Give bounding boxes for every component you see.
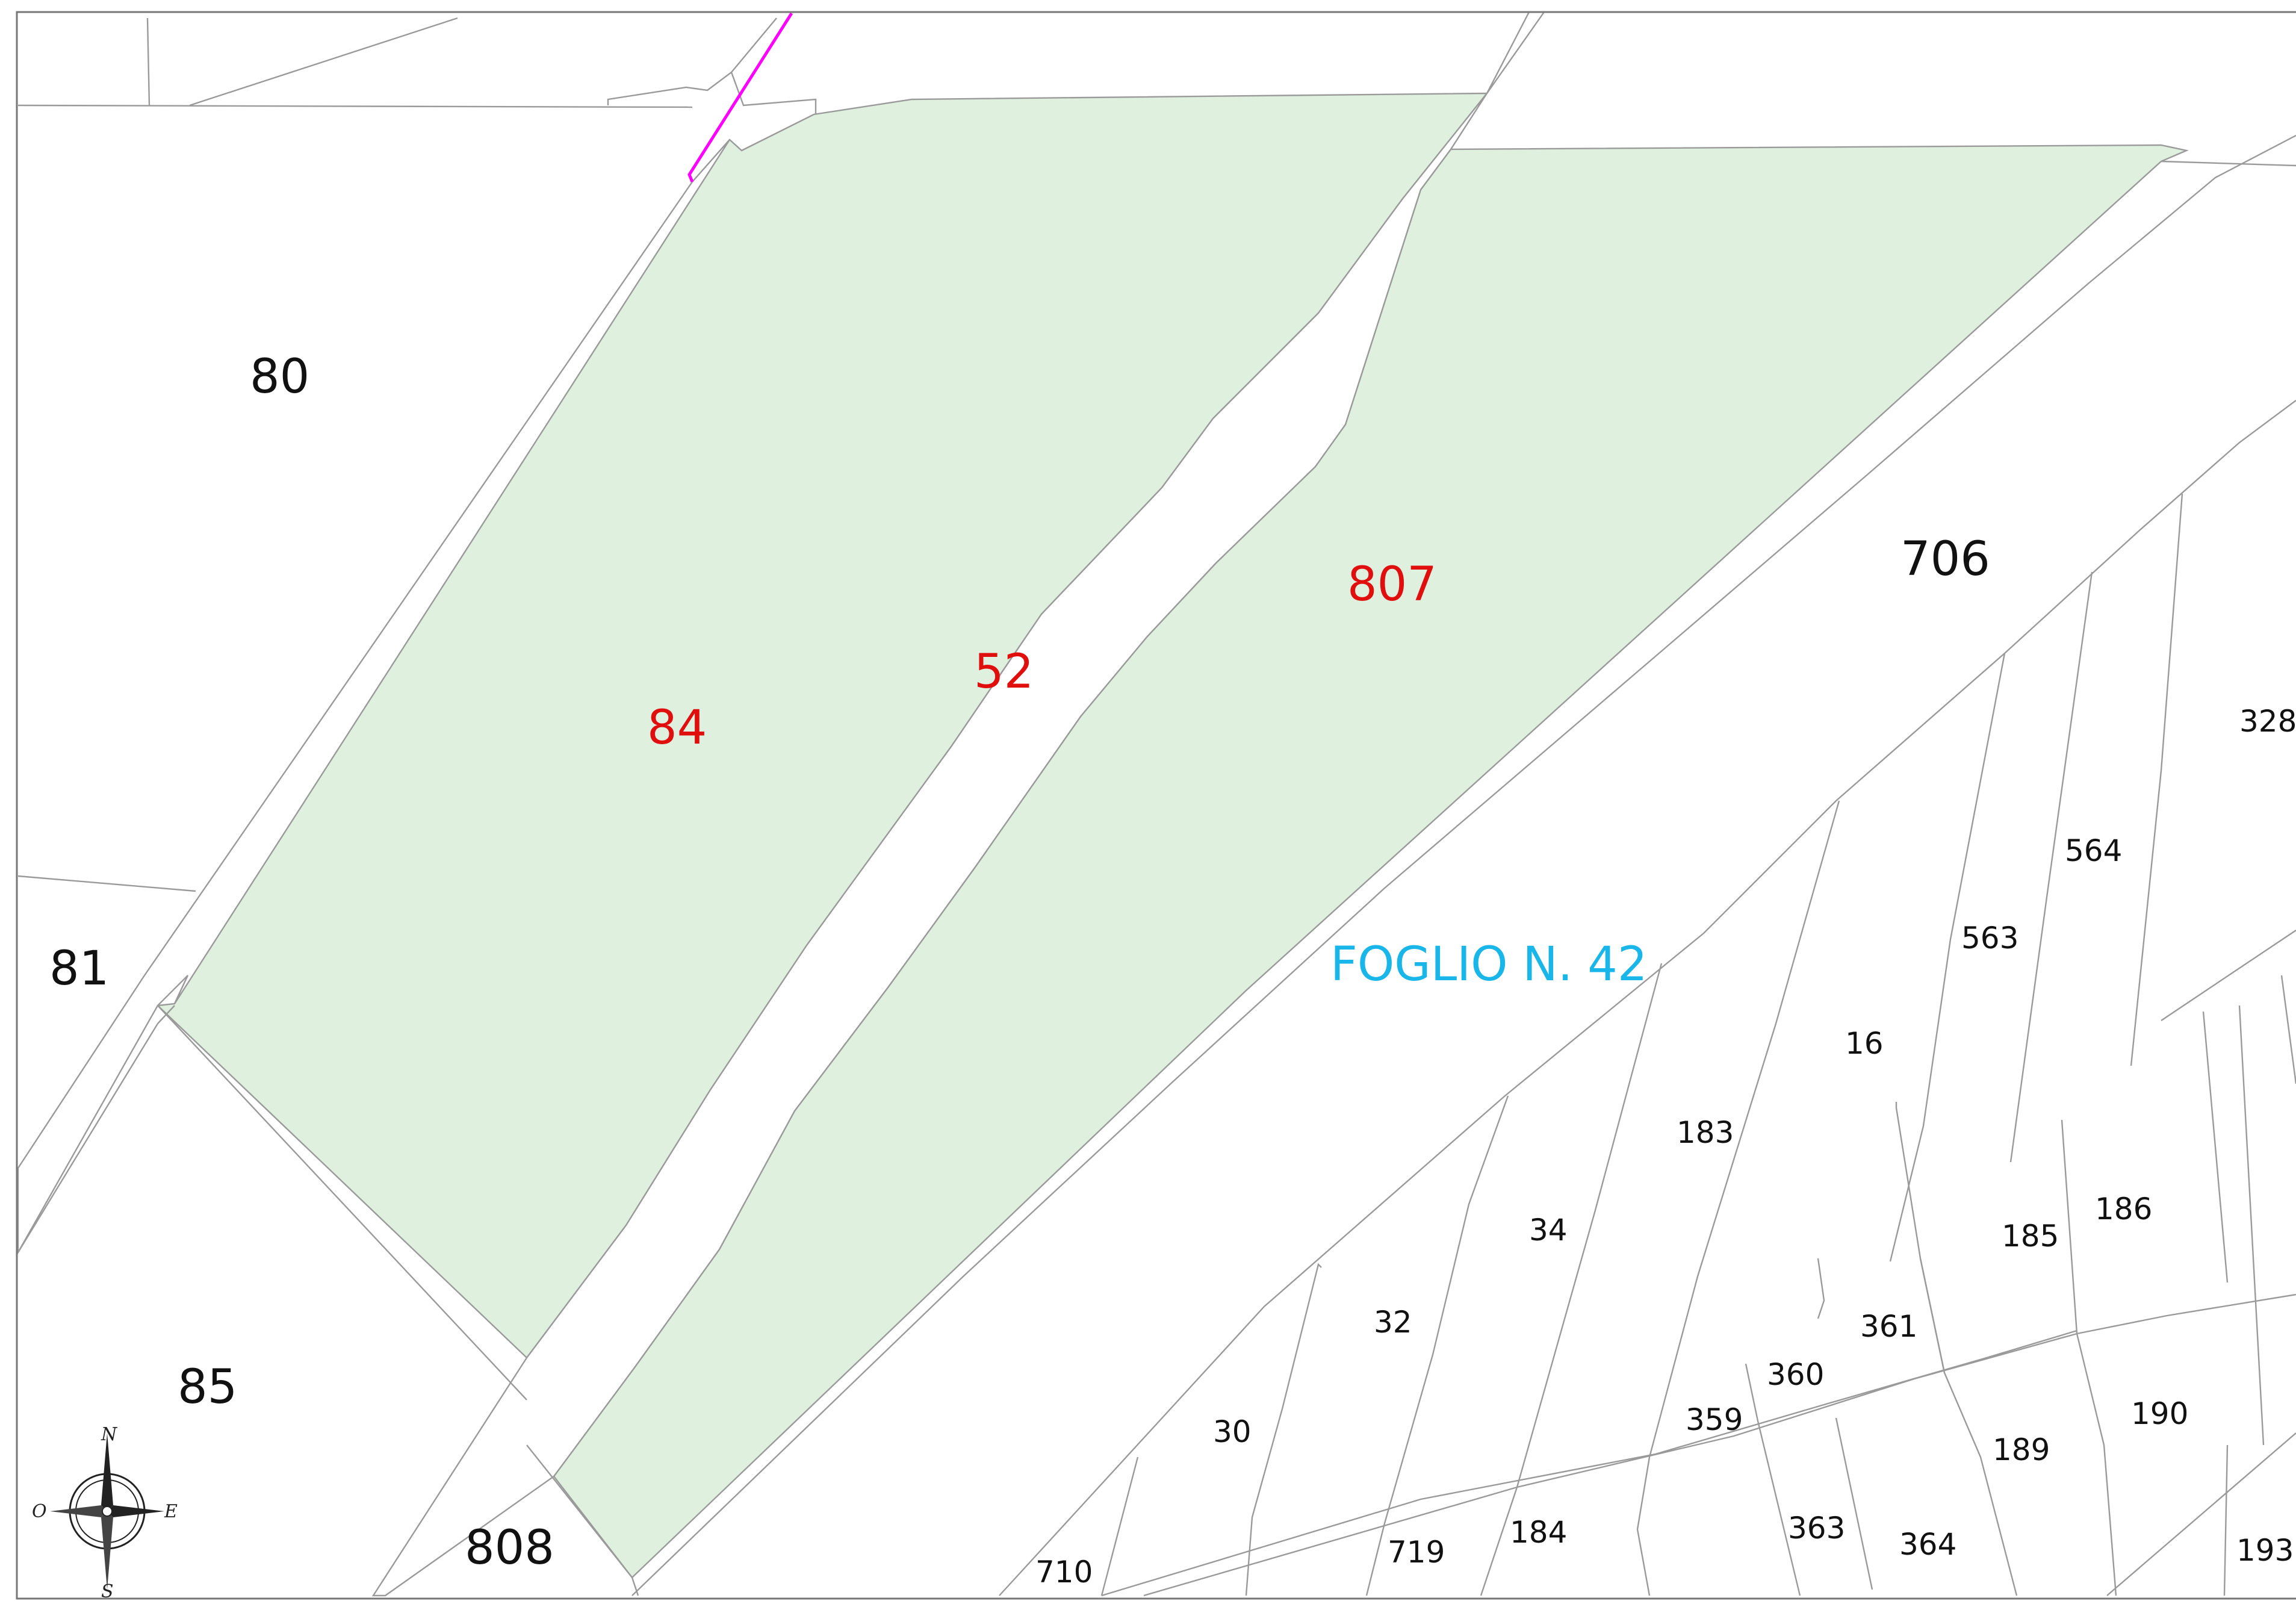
parcel-label-186: 186 (2095, 1192, 2152, 1226)
parcel-label-328: 328 (2239, 704, 2296, 739)
parcel-label-80: 80 (250, 350, 309, 404)
sheet-label: FOGLIO N. 42 (1330, 937, 1648, 992)
parcel-label-32: 32 (1374, 1305, 1412, 1340)
parcel-label-193: 193 (2236, 1533, 2294, 1568)
compass-rose: N S E O (32, 1424, 178, 1601)
parcel-label-710: 710 (1035, 1555, 1093, 1590)
parcel-label-808: 808 (465, 1521, 554, 1575)
parcel-label-364: 364 (1899, 1527, 1956, 1562)
parcel-label-81: 81 (49, 942, 109, 996)
magenta-boundary (687, 12, 793, 182)
map-frame (16, 11, 2296, 1600)
parcel-label-361: 361 (1860, 1309, 1917, 1344)
parcel-label-706: 706 (1900, 532, 1990, 586)
parcel-label-190: 190 (2131, 1396, 2188, 1431)
parcel-label-84: 84 (647, 701, 707, 755)
compass-e: E (164, 1501, 178, 1522)
parcel-label-16: 16 (1845, 1026, 1884, 1061)
parcel-label-85: 85 (178, 1360, 237, 1414)
parcel-label-30: 30 (1213, 1414, 1252, 1449)
compass-n: N (101, 1424, 118, 1445)
compass-o: O (32, 1501, 47, 1522)
parcel-label-184: 184 (1510, 1515, 1567, 1550)
compass-north-arrow (101, 1433, 113, 1511)
road-center (371, 11, 1546, 1597)
parcel-label-359: 359 (1686, 1402, 1743, 1437)
parcel-label-807: 807 (1347, 558, 1437, 612)
parcel-label-719: 719 (1388, 1535, 1445, 1570)
parcel-label-52: 52 (974, 645, 1034, 699)
compass-s: S (101, 1581, 114, 1601)
parcel-label-34: 34 (1529, 1213, 1568, 1248)
parcel-boundaries (17, 17, 2296, 1597)
parcel-label-183: 183 (1677, 1115, 1734, 1150)
parcel-label-360: 360 (1767, 1357, 1824, 1392)
parcel-label-189: 189 (1993, 1432, 2050, 1467)
parcel-label-363: 363 (1788, 1511, 1845, 1546)
parcel-label-185: 185 (2002, 1219, 2059, 1254)
parcel-label-564: 564 (2065, 833, 2122, 868)
parcel-label-563: 563 (1961, 921, 2018, 956)
